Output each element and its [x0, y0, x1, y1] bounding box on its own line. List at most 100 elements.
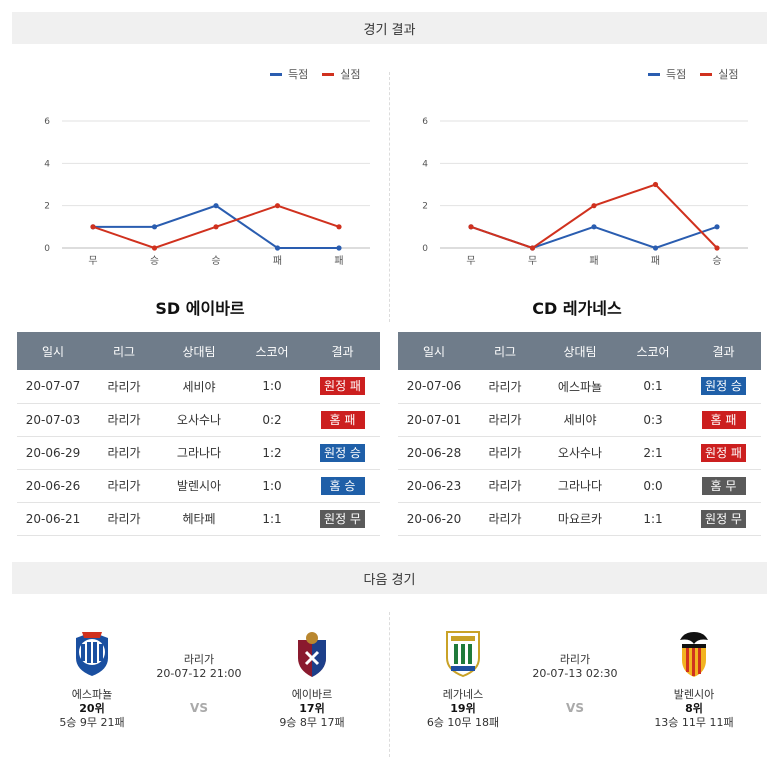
form-chart-leganes: 0 2 4 6 무 무 패 패 승	[422, 117, 748, 267]
result-badge: 원정 패	[701, 443, 746, 462]
next-match-1-away[interactable]: 에이바르 17위 9승 8무 17패	[257, 630, 367, 730]
next-match-2-away[interactable]: 발렌시아 8위 13승 11무 11패	[639, 630, 749, 730]
next-match-section-title: 다음 경기	[363, 572, 416, 588]
next-match-2-info: 라리가 20-07-13 02:30	[520, 653, 630, 681]
club-record: 5승 9무 21패	[59, 716, 125, 729]
cell-score: 0:2	[239, 403, 305, 437]
legend-scored: 득점	[648, 66, 686, 82]
legend-scored-swatch	[270, 72, 282, 76]
team-prefix: SD	[155, 299, 181, 318]
cell-result: 홈 패	[686, 403, 761, 437]
panel-divider	[389, 72, 390, 322]
conceded-point	[151, 245, 158, 251]
scored-point	[151, 224, 158, 230]
cell-result: 원정 패	[686, 436, 761, 470]
cell-date: 20-06-20	[398, 502, 470, 536]
espanyol-crest-icon	[76, 632, 108, 676]
legend-scored: 득점	[270, 66, 308, 82]
conceded-series-line	[470, 183, 718, 250]
cell-result: 원정 무	[686, 502, 761, 536]
cell-league: 라리가	[470, 502, 540, 536]
club-record: 9승 8무 17패	[279, 716, 345, 729]
x-tick-label: 승	[211, 255, 220, 267]
col-league: 리그	[89, 332, 159, 370]
y-tick-label: 2	[44, 202, 50, 212]
club-name: 레가네스	[442, 688, 484, 701]
next-match-1-home[interactable]: 에스파뇰 20위 5승 9무 21패	[37, 630, 147, 730]
form-chart-eibar: 0 2 4 6 무 승 승 패 패	[44, 117, 370, 267]
team-name: 에이바르	[185, 299, 245, 318]
legend-conceded-swatch	[700, 72, 713, 76]
result-badge: 원정 패	[320, 377, 365, 396]
cell-date: 20-07-03	[17, 403, 89, 437]
club-rank: 19위	[450, 702, 476, 715]
chart-legend-left: 득점 실점	[270, 66, 361, 82]
cell-date: 20-06-23	[398, 469, 470, 503]
x-tick-label: 패	[334, 255, 343, 267]
y-tick-label: 4	[44, 159, 50, 169]
cell-league: 라리가	[89, 469, 159, 503]
cell-opponent: 그라나다	[159, 436, 239, 470]
match-datetime: 20-07-13 02:30	[532, 667, 618, 680]
cell-date: 20-06-21	[17, 502, 89, 536]
cell-score: 0:1	[620, 370, 686, 404]
team-title-eibar: SD 에이바르	[100, 295, 300, 319]
cell-score: 1:0	[239, 469, 305, 503]
col-opponent: 상대팀	[540, 332, 620, 370]
result-badge: 원정 무	[320, 509, 365, 528]
chart-legend-right: 득점 실점	[648, 66, 739, 82]
match-datetime: 20-07-12 21:00	[156, 667, 242, 680]
table-row: 20-07-07 라리가 세비야 1:0 원정 패	[17, 370, 380, 404]
col-date: 일시	[17, 332, 89, 370]
team-name: 레가네스	[562, 299, 622, 318]
col-result: 결과	[305, 332, 380, 370]
cell-opponent: 발렌시아	[159, 469, 239, 503]
conceded-point	[274, 203, 281, 209]
table-row: 20-07-01 라리가 세비야 0:3 홈 패	[398, 403, 761, 437]
table-header-row: 일시 리그 상대팀 스코어 결과	[17, 332, 380, 370]
scored-point	[336, 245, 342, 251]
legend-scored-swatch	[648, 72, 660, 76]
conceded-point	[90, 224, 96, 230]
y-tick-label: 6	[44, 117, 50, 127]
club-name: 에스파뇰	[71, 688, 113, 701]
cell-result: 원정 승	[305, 436, 380, 470]
legend-conceded-label: 실점	[340, 68, 361, 81]
cell-date: 20-06-26	[17, 469, 89, 503]
col-opponent: 상대팀	[159, 332, 239, 370]
club-record: 6승 10무 18패	[426, 716, 500, 729]
cell-opponent: 세비야	[540, 403, 620, 437]
cell-score: 1:1	[620, 502, 686, 536]
y-tick-label: 0	[422, 244, 428, 254]
club-rank: 8위	[685, 702, 703, 715]
cell-date: 20-06-28	[398, 436, 470, 470]
cell-result: 홈 승	[305, 469, 380, 503]
table-header-row: 일시 리그 상대팀 스코어 결과	[398, 332, 761, 370]
table-row: 20-06-28 라리가 오사수나 2:1 원정 패	[398, 436, 761, 470]
team-title-leganes: CD 레가네스	[477, 295, 677, 319]
cell-opponent: 에스파뇰	[540, 370, 620, 404]
table-row: 20-06-29 라리가 그라나다 1:2 원정 승	[17, 436, 380, 470]
cell-result: 홈 패	[305, 403, 380, 437]
col-score: 스코어	[620, 332, 686, 370]
cell-date: 20-07-07	[17, 370, 89, 404]
table-row: 20-06-21 라리가 헤타페 1:1 원정 무	[17, 502, 380, 536]
table-row: 20-06-26 라리가 발렌시아 1:0 홈 승	[17, 469, 380, 503]
leganes-crest-icon	[446, 631, 480, 678]
col-score: 스코어	[239, 332, 305, 370]
next-match-2-home[interactable]: 레가네스 19위 6승 10무 18패	[408, 630, 518, 730]
club-rank: 17위	[299, 702, 325, 715]
cell-league: 라리가	[89, 502, 159, 536]
result-badge: 홈 승	[320, 476, 365, 495]
conceded-point	[652, 181, 659, 188]
eibar-crest-icon	[298, 632, 326, 677]
scored-point	[652, 245, 659, 251]
cell-score: 0:3	[620, 403, 686, 437]
club-name: 에이바르	[291, 688, 333, 701]
x-tick-label: 무	[466, 256, 475, 267]
cell-score: 2:1	[620, 436, 686, 470]
club-rank: 20위	[79, 702, 105, 715]
scored-point	[274, 245, 281, 251]
cell-opponent: 그라나다	[540, 469, 620, 503]
